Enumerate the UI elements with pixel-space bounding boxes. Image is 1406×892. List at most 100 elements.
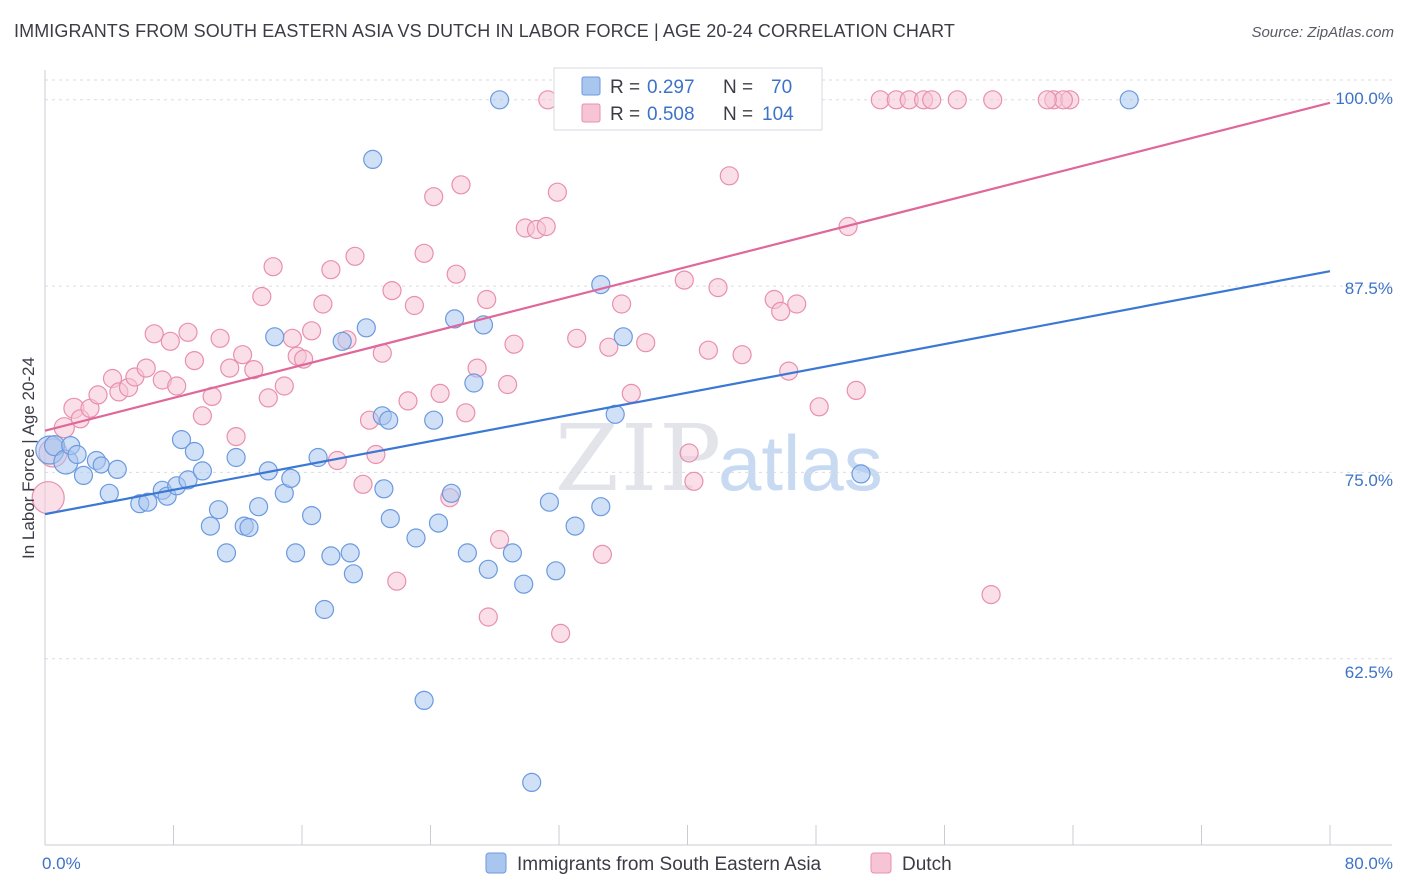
- blue-point: [340, 543, 360, 563]
- pink-point: [504, 334, 524, 354]
- pink-point: [1053, 90, 1074, 110]
- pink-point: [674, 270, 694, 290]
- pink-point: [599, 337, 619, 357]
- pink-point: [366, 444, 386, 465]
- pink-point: [184, 351, 204, 371]
- blue-point: [478, 559, 498, 579]
- pink-point: [136, 358, 156, 378]
- pink-point: [771, 301, 791, 321]
- blue-point: [192, 461, 212, 481]
- pink-point: [698, 340, 719, 360]
- blue-point: [1119, 90, 1139, 110]
- blue-point: [424, 410, 444, 430]
- blue-point: [208, 500, 229, 520]
- pink-point: [398, 391, 418, 411]
- blue-point: [441, 483, 461, 503]
- pink-point: [621, 383, 641, 403]
- pink-point: [252, 286, 272, 307]
- pink-point: [922, 90, 942, 110]
- blue-trend-line: [44, 270, 1331, 516]
- blue-point: [546, 561, 566, 581]
- legend-r-value-pink: 0.508: [647, 104, 695, 125]
- pink-point: [345, 246, 365, 266]
- y-tick-label-87-5: 87.5%: [1345, 279, 1393, 298]
- y-tick-label-100: 100.0%: [1335, 89, 1393, 108]
- blue-point: [265, 327, 285, 347]
- pink-point: [226, 427, 246, 447]
- legend-r-label-blue: R =: [610, 77, 640, 98]
- pink-point: [414, 243, 434, 263]
- bottom-legend-swatch-blue: [485, 852, 507, 874]
- legend-r-value-blue: 0.297: [647, 77, 695, 98]
- pink-point: [302, 321, 322, 341]
- y-tick-label-62-5: 62.5%: [1345, 663, 1393, 682]
- blue-point: [379, 410, 399, 430]
- blue-point: [380, 508, 400, 529]
- bottom-legend-label-blue: Immigrants from South Eastern Asia: [517, 854, 822, 875]
- pink-point: [404, 295, 424, 316]
- pink-point: [88, 385, 108, 405]
- blue-point: [406, 528, 426, 548]
- pink-point: [451, 175, 471, 195]
- pink-point: [430, 383, 450, 403]
- pink-point: [282, 328, 302, 348]
- pink-point: [846, 380, 866, 400]
- pink-point: [550, 623, 571, 644]
- pink-point: [1037, 90, 1057, 110]
- blue-point: [539, 492, 560, 512]
- pink-point: [456, 403, 476, 423]
- legend-swatch-pink: [581, 103, 601, 123]
- legend-n-label-pink: N =: [723, 104, 753, 125]
- blue-point: [216, 543, 237, 563]
- pink-point: [244, 360, 264, 380]
- pink-point: [679, 443, 699, 463]
- blue-point: [490, 90, 510, 110]
- blue-point: [73, 465, 94, 485]
- blue-point: [321, 546, 341, 566]
- pink-point: [732, 345, 752, 365]
- blue-point: [356, 318, 376, 338]
- pink-point: [870, 90, 890, 110]
- bottom-legend-swatch-pink: [870, 852, 892, 874]
- blue-point: [428, 513, 449, 533]
- watermark-zip: ZIP: [555, 405, 723, 512]
- watermark-atlas: atlas: [718, 419, 883, 507]
- series-legend: Immigrants from South Eastern Asia Dutch: [485, 852, 952, 875]
- pink-point: [787, 294, 807, 314]
- blue-point: [464, 373, 484, 393]
- pink-point: [779, 361, 799, 381]
- blue-point: [99, 483, 119, 503]
- y-tick-label-75: 75.0%: [1345, 471, 1393, 490]
- pink-point: [947, 90, 967, 110]
- pink-point: [981, 584, 1001, 605]
- pink-point: [210, 328, 230, 348]
- pink-point: [313, 294, 333, 314]
- y-axis-title: In Labor Force | Age 20-24: [19, 357, 38, 559]
- pink-point: [387, 571, 407, 591]
- blue-point: [332, 331, 352, 351]
- pink-point: [809, 397, 829, 417]
- source-credit: Source: ZipAtlas.com: [1251, 24, 1394, 41]
- blue-point: [314, 599, 335, 620]
- pink-point: [592, 544, 613, 565]
- pink-point: [636, 333, 656, 353]
- blue-point: [286, 543, 306, 563]
- blue-point: [239, 517, 259, 538]
- bottom-legend-label-pink: Dutch: [902, 854, 952, 875]
- pink-point: [274, 376, 294, 396]
- pink-point: [708, 278, 728, 298]
- correlation-legend: R = 0.297 N = 70 R = 0.508 N = 104: [553, 67, 823, 131]
- blue-point: [249, 497, 269, 517]
- pink-point: [684, 471, 704, 491]
- blue-point: [414, 690, 434, 711]
- blue-point: [226, 447, 246, 468]
- pink-point: [167, 376, 187, 396]
- pink-point: [536, 216, 556, 237]
- blue-point: [138, 492, 158, 512]
- pink-point: [477, 289, 497, 310]
- legend-n-value-blue: 70: [771, 77, 792, 98]
- pink-point: [258, 388, 278, 408]
- blue-point: [565, 516, 585, 536]
- blue-point: [200, 516, 220, 536]
